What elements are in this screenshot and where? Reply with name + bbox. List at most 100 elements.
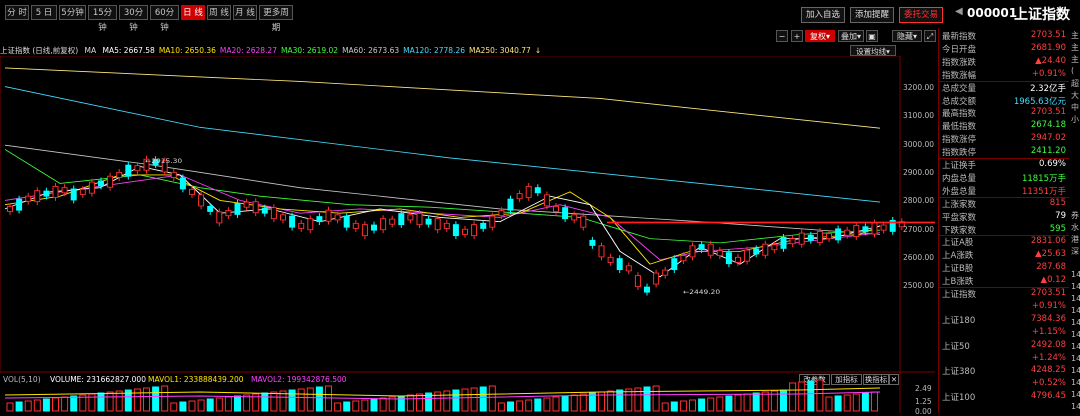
quote-label: 指数涨停 — [942, 135, 977, 146]
vol-tick: 2.49 — [915, 384, 932, 393]
quote-row: 上证380 4248.25 — [942, 365, 1066, 377]
candle — [826, 233, 832, 240]
quote-row: 指数涨停 2947.02 — [942, 133, 1066, 145]
candle — [25, 195, 32, 202]
candle — [880, 224, 887, 231]
candle — [625, 265, 632, 272]
volume-bar — [525, 399, 533, 412]
quote-row: +1.24% — [942, 353, 1066, 365]
zoom-out-button[interactable]: − — [776, 30, 788, 42]
volume-bar — [534, 398, 542, 412]
period-tab-4[interactable]: 30分钟 — [119, 5, 148, 33]
candle — [634, 275, 641, 288]
candle — [507, 198, 514, 211]
add-watchlist-button[interactable]: 加入自选 — [801, 7, 845, 23]
quote-row: 上证100 4796.45 — [942, 391, 1066, 403]
volume-bar — [288, 389, 296, 412]
volume-bar — [206, 398, 214, 412]
zoom-in-button[interactable]: + — [791, 30, 803, 42]
period-tab-0[interactable]: 分 时 — [5, 5, 29, 20]
volume-bar — [461, 388, 469, 412]
add-alert-button[interactable]: 添加提醒 — [850, 7, 894, 23]
candle — [853, 225, 860, 237]
strip-char: 14 — [1071, 390, 1080, 399]
volume-value: VOLUME: 231662827.000 — [50, 375, 146, 384]
volume-bar — [79, 394, 87, 412]
volume-bar — [52, 397, 59, 412]
period-tab-7[interactable]: 周 线 — [207, 5, 231, 20]
candle — [425, 218, 432, 225]
candle — [452, 224, 459, 237]
period-tab-9[interactable]: 更多周期 — [259, 5, 293, 33]
candle — [725, 252, 732, 265]
period-tab-2[interactable]: 5分钟 — [59, 5, 86, 20]
ma-item-5: MA120: 2778.26 — [403, 46, 465, 55]
volume-bar — [734, 394, 742, 412]
candle — [798, 232, 805, 245]
candle — [380, 218, 387, 231]
strip-char: 14 — [1071, 342, 1080, 351]
stock-name: 上证指数 — [1014, 7, 1070, 23]
candle — [762, 243, 769, 256]
ma-setting-button[interactable]: 设置均线▾ — [850, 45, 896, 56]
volume-bar — [434, 391, 442, 412]
quote-divider — [939, 235, 1069, 237]
strip-char: 主 — [1071, 55, 1079, 64]
period-tab-1[interactable]: 5 日 — [31, 5, 57, 20]
candle — [543, 194, 550, 207]
quote-label: 上证180 — [942, 315, 976, 326]
quote-value: ▲24.40 — [1035, 55, 1066, 66]
ma-item-3: MA30: 2619.02 — [280, 46, 339, 55]
hide-button[interactable]: 隐藏▾ — [892, 30, 922, 42]
quote-value: 2.32亿手 — [1030, 83, 1066, 94]
volume-bar — [115, 390, 123, 412]
close-indicator-icon[interactable]: ✕ — [889, 374, 899, 385]
period-tab-5[interactable]: 60分钟 — [150, 5, 179, 33]
quote-value: 287.68 — [1036, 262, 1066, 273]
change-params-button[interactable]: 改参数 — [799, 374, 830, 385]
quote-label: 今日开盘 — [942, 44, 977, 55]
expand-icon[interactable]: ⤢ — [924, 30, 936, 42]
candle — [198, 194, 205, 207]
candle — [498, 210, 505, 217]
quote-label: 指数涨幅 — [942, 70, 977, 81]
previous-stock-icon[interactable]: ◀ — [955, 6, 963, 17]
lock-icon[interactable]: ▣ — [866, 30, 878, 42]
adjust-button[interactable]: 复权▾ — [805, 30, 835, 42]
candle — [152, 159, 159, 166]
switch-indicator-button[interactable]: 换指标 — [863, 374, 889, 385]
volume-bar — [871, 391, 878, 412]
candlestick-chart[interactable]: ←2915.30 ←2449.20 — [0, 56, 935, 372]
period-tab-6[interactable]: 日 线 — [181, 5, 205, 20]
candle — [243, 201, 250, 208]
add-indicator-button[interactable]: 加指标 — [831, 374, 862, 385]
quote-row: +0.52% — [942, 378, 1066, 390]
quote-label: 上证50 — [942, 341, 970, 352]
candle — [471, 224, 478, 237]
candle — [389, 218, 396, 225]
quote-row: 上涨家数 815 — [942, 198, 1066, 210]
candle — [480, 222, 487, 229]
ma-setting-label: 设置均线 — [856, 47, 887, 56]
quote-value: 2831.06 — [1030, 236, 1066, 247]
volume-bar — [798, 381, 806, 412]
stock-code: 000001 — [967, 6, 1018, 20]
volume-bar — [443, 390, 451, 412]
quote-label: 上证100 — [942, 393, 976, 404]
candle — [580, 215, 587, 228]
period-tab-3[interactable]: 15分钟 — [88, 5, 117, 33]
price-tick: 3100.00 — [903, 111, 935, 121]
ma-item-4: MA60: 2673.63 — [342, 46, 400, 55]
period-tab-8[interactable]: 月 线 — [233, 5, 257, 20]
volume-bar — [179, 401, 187, 412]
mavol2-value: MAVOL2: 199342876.500 — [251, 375, 347, 384]
candle — [261, 207, 268, 214]
quote-value: 4248.25 — [1030, 365, 1066, 376]
quote-value: 2703.51 — [1030, 107, 1066, 118]
candle — [771, 244, 778, 251]
quote-row: 最新指数 2703.51 — [942, 30, 1066, 42]
overlay-button[interactable]: 叠加▾ — [838, 30, 864, 42]
price-tick: 2900.00 — [903, 167, 935, 177]
candle — [298, 222, 305, 229]
trade-button[interactable]: 委托交易 — [899, 7, 943, 23]
